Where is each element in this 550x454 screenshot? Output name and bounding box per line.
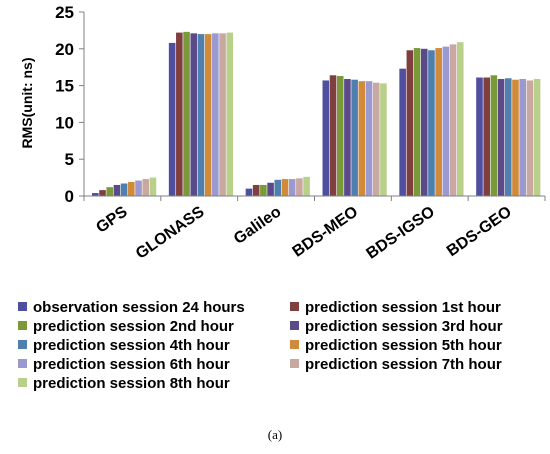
figure-caption: (a) [268,427,282,442]
x-tick-label: BDS-GEO [444,203,515,260]
bar-galileo-s8 [296,178,303,196]
bar-bds-meo-s3 [336,76,344,196]
legend-label: prediction session 3rd hour [305,318,503,335]
y-tick-label: 15 [55,77,74,96]
bar-bds-meo-s9 [380,83,387,196]
legend-swatch [290,302,299,311]
bar-glonass-s9 [226,32,234,196]
y-tick-label: 0 [65,187,74,206]
legend-swatch [290,340,299,349]
bar-glonass-s3 [183,31,190,197]
bar-bds-meo-s6 [358,81,366,196]
bar-galileo-s1 [245,188,253,196]
legend-label: prediction session 8th hour [33,375,230,392]
legend-swatch [18,302,27,311]
bar-galileo-s3 [260,184,267,196]
bar-bds-geo-s1 [476,77,483,196]
legend-swatch [18,340,27,349]
bar-bds-geo-s6 [512,79,519,196]
bar-bds-geo-s2 [483,77,490,196]
bar-bds-geo-s8 [526,80,534,196]
bar-galileo-s2 [252,184,260,196]
legend-label: prediction session 2nd hour [33,318,234,335]
legend-swatch [18,321,27,330]
bar-gps-s5 [120,183,128,196]
x-tick-label: GLONASS [133,203,208,262]
x-tick-label: GPS [93,203,131,236]
legend-swatch [18,359,27,368]
bar-bds-igso-s3 [413,48,421,197]
legend-label: prediction session 7th hour [305,356,502,373]
bar-glonass-s8 [219,33,226,197]
y-axis: 0 5 10 15 20 25 [55,3,85,206]
bar-galileo-s7 [288,179,296,196]
bar-glonass-s6 [204,34,212,196]
legend: observation session 24 hours prediction s… [18,299,503,392]
legend-swatch [18,378,27,387]
bar-bds-geo-s7 [519,78,526,196]
bar-bds-meo-s2 [329,75,337,196]
bar-bds-geo-s3 [490,75,498,196]
bar-bds-geo-s9 [533,78,541,196]
bar-bds-geo-s5 [504,78,512,196]
legend-label: prediction session 5th hour [305,337,502,354]
y-axis-label: RMS(unit: ns) [19,58,35,149]
bar-bds-igso-s2 [406,50,414,196]
legend-label: observation session 24 hours [33,299,245,316]
legend-swatch [290,321,299,330]
bar-galileo-s4 [267,182,274,196]
x-tick-label: Galileo [231,203,285,248]
bar-glonass-s7 [212,33,219,197]
bar-bds-igso-s9 [456,42,464,197]
y-tick-label: 25 [55,3,74,22]
bar-galileo-s5 [274,179,282,196]
bar-bds-meo-s1 [322,80,330,196]
bar-bds-igso-s7 [442,46,450,197]
bar-gps-s1 [92,193,99,196]
bar-bds-meo-s8 [372,82,380,196]
bar-bds-igso-s6 [435,48,442,197]
legend-label: prediction session 6th hour [33,356,230,373]
x-axis: GPS GLONASS Galileo BDS-MEO BDS-IGSO BDS-GEO [83,195,546,263]
bar-gps-s6 [128,182,135,196]
bar-bds-igso-s4 [420,48,428,196]
bar-gps-s8 [142,179,150,196]
x-tick-label: BDS-MEO [290,203,362,260]
bar-galileo-s9 [303,176,310,196]
bar-bds-meo-s7 [365,81,373,196]
legend-label: prediction session 1st hour [305,299,501,316]
x-tick-label: BDS-IGSO [363,203,438,262]
bar-bds-igso-s1 [399,68,406,196]
bar-gps-s9 [149,177,157,196]
y-tick-label: 10 [55,113,74,132]
bar-gps-s2 [99,190,106,196]
bar-gps-s4 [113,184,121,196]
y-tick-label: 5 [65,150,74,169]
legend-label: prediction session 4th hour [33,337,230,354]
bar-glonass-s1 [168,42,176,196]
bar-glonass-s4 [190,33,198,197]
bar-group [92,31,541,197]
bar-bds-igso-s8 [449,44,457,196]
bar-bds-igso-s5 [428,50,435,196]
bar-galileo-s6 [281,179,289,196]
legend-swatch [290,359,299,368]
bar-bds-geo-s4 [497,78,505,196]
bar-glonass-s5 [197,34,205,196]
bar-glonass-s2 [176,32,183,196]
bar-bds-meo-s5 [351,79,358,196]
bar-gps-s7 [135,180,142,196]
bar-gps-s3 [106,187,114,196]
bar-bds-meo-s4 [344,78,351,196]
y-tick-label: 20 [55,40,74,59]
